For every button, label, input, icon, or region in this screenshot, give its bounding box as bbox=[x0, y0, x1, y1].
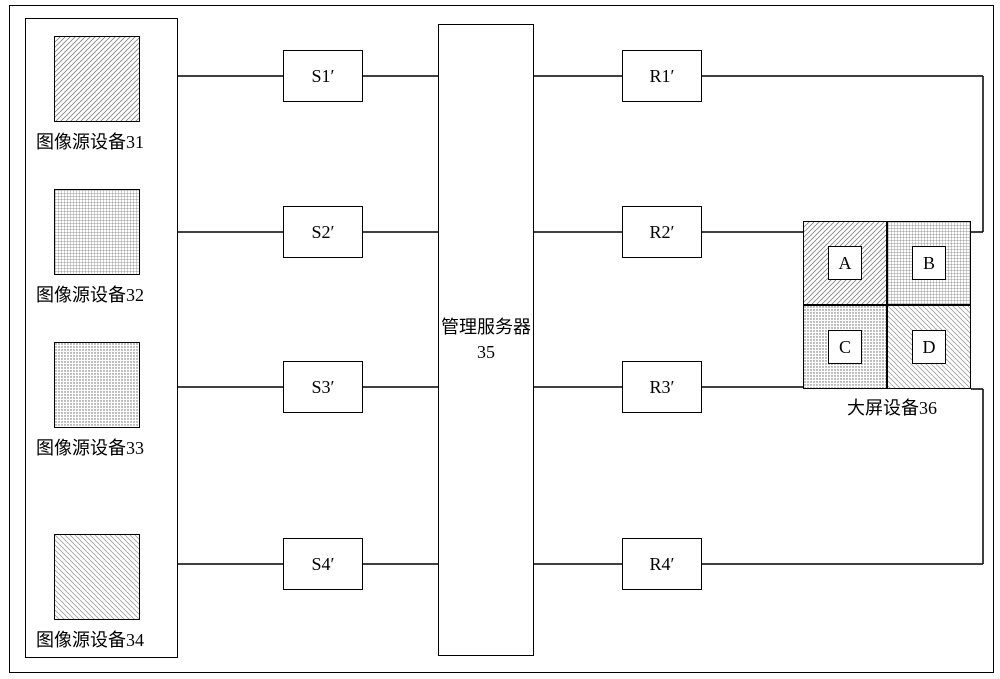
connectors bbox=[0, 0, 1000, 679]
